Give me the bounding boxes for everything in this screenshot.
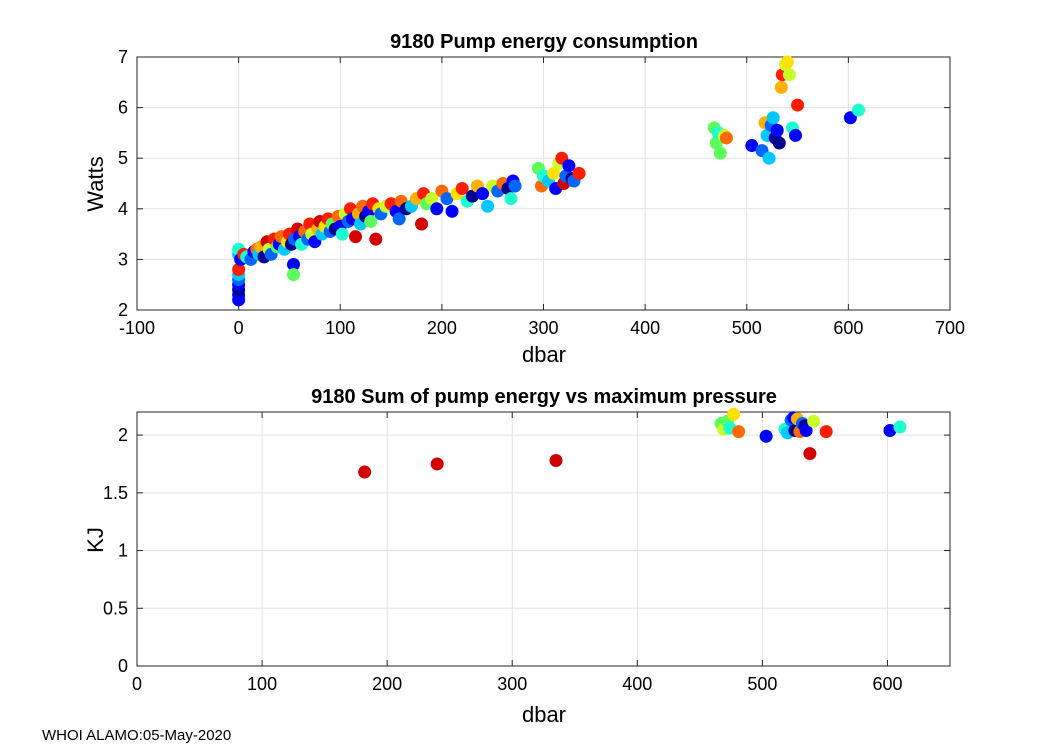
data-point [572,166,586,180]
data-point [549,453,563,467]
data-point [415,217,429,231]
data-point [504,192,518,206]
chart-title: 9180 Pump energy consumption [390,31,698,53]
data-point [287,268,301,282]
data-point [430,457,444,471]
x-tick-label: 0 [132,674,142,694]
y-axis-label: Watts [83,156,108,211]
y-tick-label: 7 [118,47,128,67]
y-tick-label: 6 [118,98,128,118]
y-tick-label: 2 [118,300,128,320]
data-point [481,199,495,213]
data-point [780,55,794,69]
axes-box [136,411,951,667]
data-point [392,212,406,226]
data-point [745,139,759,153]
data-point [759,429,773,443]
y-tick-label: 4 [118,199,128,219]
energy-sum-chart: 0 100 200 300 400 500 600 0 0.5 1 1.5 2 9180 Sum of … [83,386,951,727]
data-point [287,257,301,271]
y-axis-label: KJ [83,527,108,553]
y-tick-label: 5 [118,148,128,168]
x-tick-label: 0 [234,318,244,338]
data-point [358,465,372,479]
data-point [430,202,444,216]
data-point [766,111,780,125]
data-point [719,131,733,145]
x-tick-label: 400 [630,318,660,338]
data-point [727,407,741,421]
data-point [508,179,522,193]
data-point [791,98,805,112]
data-point [445,204,459,218]
data-point [819,425,833,439]
data-point [547,166,561,180]
x-tick-label: 100 [325,318,355,338]
data-point [893,420,907,434]
x-tick-label: 200 [427,318,457,338]
x-tick-label: 600 [833,318,863,338]
y-tick-label: 3 [118,249,128,269]
data-point [369,232,383,246]
x-axis-label: dbar [522,702,566,727]
data-point [799,423,813,437]
data-point [772,136,786,150]
data-point [732,425,746,439]
data-point [789,128,803,142]
y-tick-label: 0.5 [103,598,128,618]
y-tick-label: 2 [118,425,128,445]
y-tick-label: 1 [118,541,128,561]
x-tick-label: -100 [119,318,155,338]
data-point [803,447,817,461]
data-point [425,192,439,206]
data-point [364,214,378,228]
data-point [774,80,788,94]
data-point [476,187,490,201]
x-axis-label: dbar [522,342,566,367]
data-point [713,146,727,160]
x-tick-label: 500 [732,318,762,338]
y-tick-label: 0 [118,656,128,676]
data-point [348,230,362,244]
data-point [883,423,897,437]
data-point [807,414,821,428]
data-point [782,68,796,82]
x-tick-label: 700 [935,318,965,338]
x-tick-label: 200 [372,674,402,694]
data-point [762,151,776,165]
x-tick-label: 300 [528,318,558,338]
data-point [843,111,857,125]
x-tick-label: 300 [497,674,527,694]
data-point [335,227,349,241]
data-point [455,182,469,196]
axes-box [136,56,951,311]
data-point [465,189,479,203]
data-point [770,123,784,137]
x-tick-label: 600 [872,674,902,694]
y-tick-label: 1.5 [103,483,128,503]
data-point [852,103,866,117]
chart-title: 9180 Sum of pump energy vs maximum press… [311,386,777,408]
data-point [232,263,246,277]
x-tick-label: 100 [247,674,277,694]
footer-credit: WHOI ALAMO:05-May-2020 [42,727,232,744]
x-tick-label: 400 [622,674,652,694]
plot-area [137,412,950,666]
data-point [709,136,723,150]
x-tick-label: 500 [747,674,777,694]
data-point [562,159,576,173]
data-point [440,192,454,206]
energy-consumption-chart: -100 0 100 200 300 400 500 600 700 2 3 4 5 6 7 9180 Pum… [83,31,965,367]
